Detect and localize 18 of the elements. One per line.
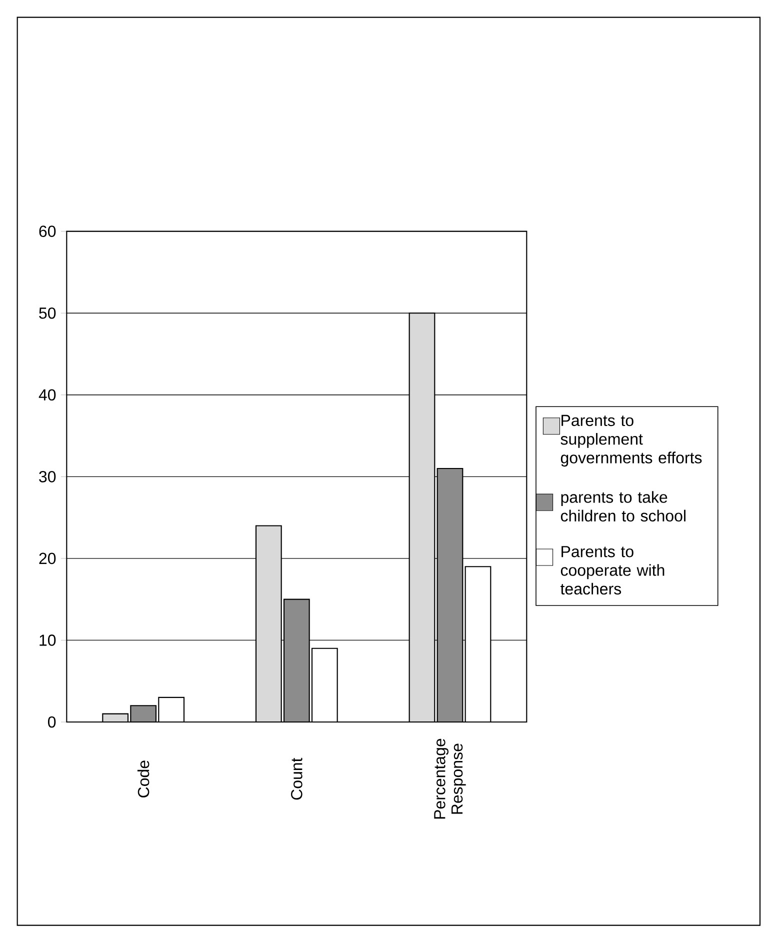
y-tick-label: 60	[39, 226, 56, 237]
y-tick-label: 20	[39, 552, 56, 564]
y-tick-label: 10	[40, 634, 56, 646]
y-tick-label: 50	[39, 307, 56, 319]
bar	[436, 468, 464, 722]
x-tick-label: Code	[137, 760, 150, 798]
bar	[255, 525, 282, 722]
text: Parents to cooperate with teachers	[560, 546, 664, 595]
y-tick-label: 30	[39, 471, 56, 482]
x-tick-label: Percentage Response	[434, 738, 466, 819]
legend-label: Parents to supplement governments efforts	[560, 414, 702, 467]
y-tick-label: 40	[38, 389, 56, 401]
bar	[408, 312, 436, 722]
bar	[283, 598, 310, 722]
y-tick-label: 0	[48, 716, 56, 728]
bar	[130, 705, 157, 722]
legend-label: parents to take children to school	[560, 491, 686, 522]
x-tick-label: Count	[291, 758, 302, 800]
